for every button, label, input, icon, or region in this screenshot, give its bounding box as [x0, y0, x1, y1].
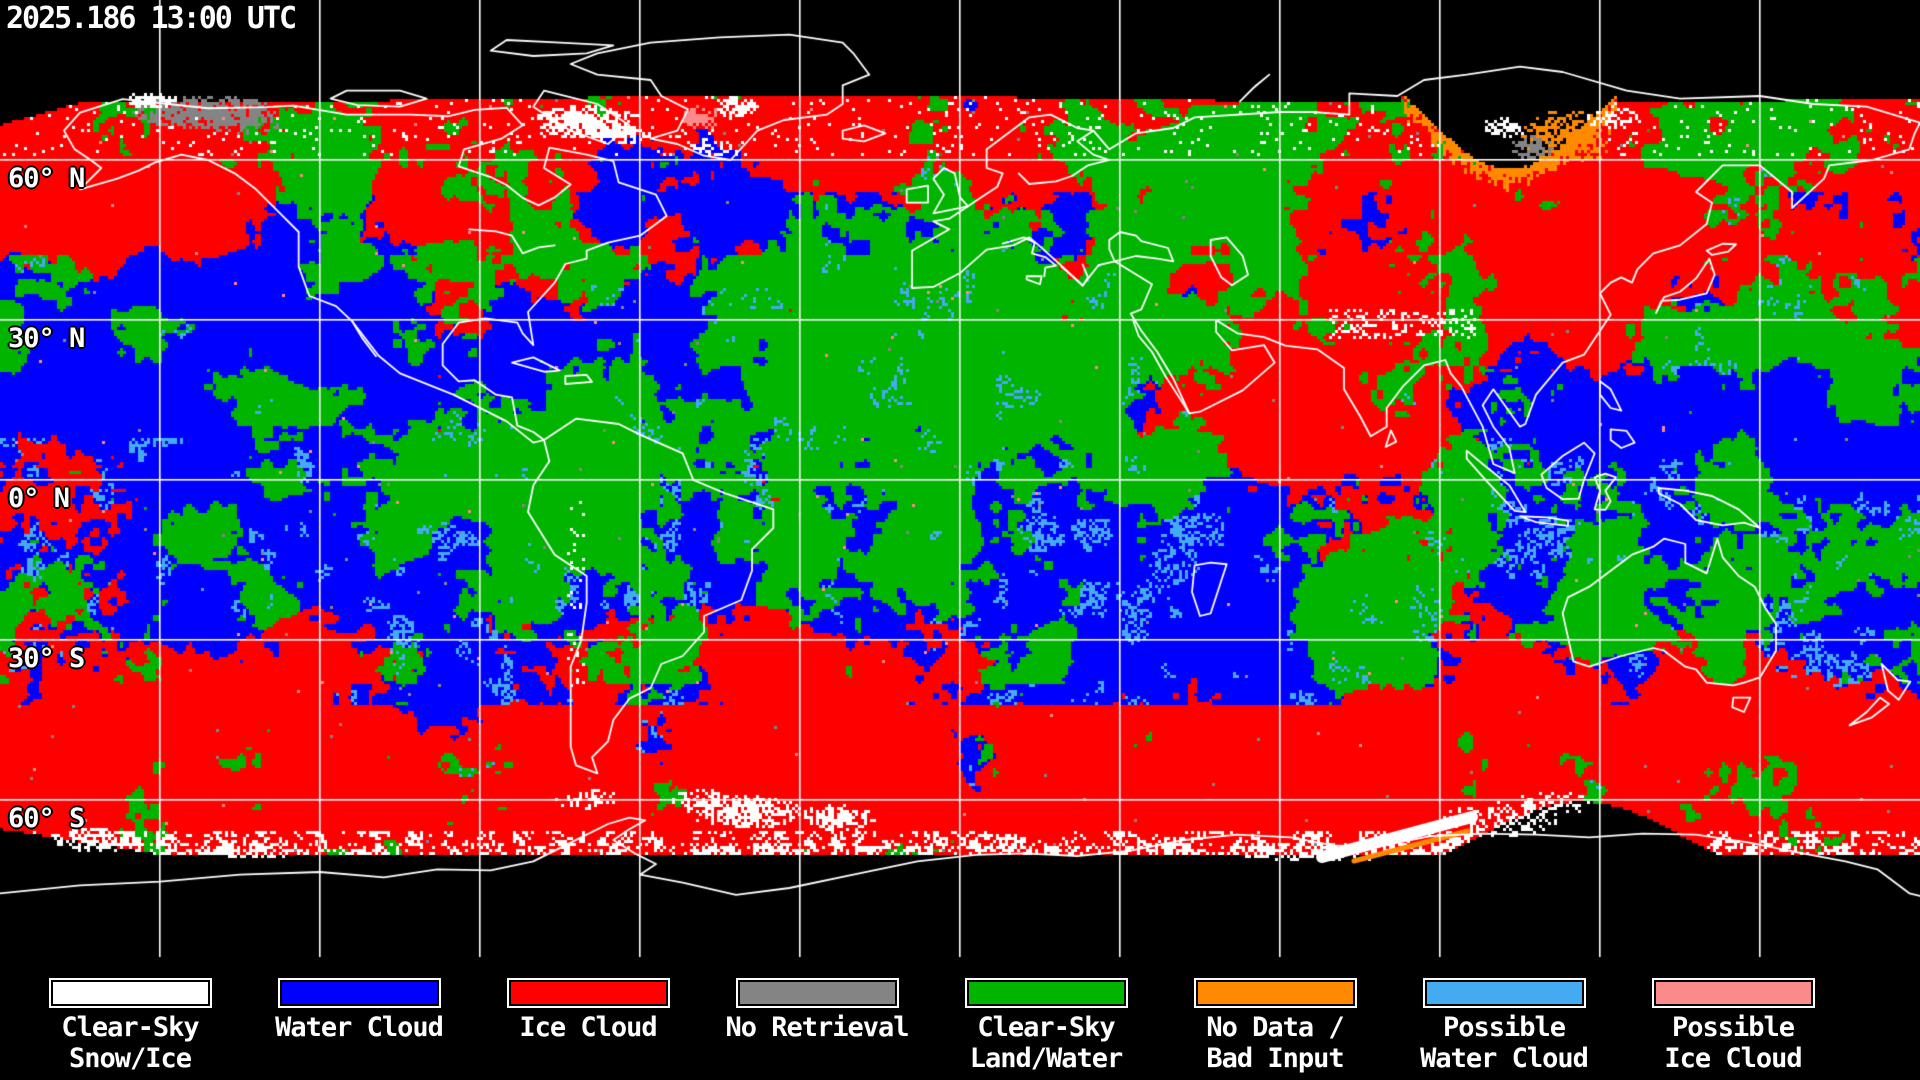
legend-item-clear_sky_land_water: Clear-Sky Land/Water [932, 960, 1160, 1080]
legend-swatch-possible_ice_cloud [1651, 978, 1815, 1008]
legend-label-clear_sky_snow_ice: Clear-Sky Snow/Ice [61, 1012, 199, 1074]
latitude-label-30n: 30° N [8, 323, 85, 354]
latitude-label-0n: 0° N [8, 483, 70, 514]
legend-swatch-no_retrieval [735, 978, 899, 1008]
cloud-phase-map-canvas [0, 0, 1920, 960]
legend-label-no_data_bad_input: No Data / Bad Input [1206, 1012, 1344, 1074]
legend-swatch-ice_cloud [506, 978, 670, 1008]
legend-swatch-possible_water_cloud [1422, 978, 1586, 1008]
latitude-label-30s: 30° S [8, 643, 85, 674]
legend-label-possible_water_cloud: Possible Water Cloud [1420, 1012, 1589, 1074]
legend-label-possible_ice_cloud: Possible Ice Cloud [1664, 1012, 1802, 1074]
legend-item-no_retrieval: No Retrieval [703, 960, 931, 1080]
legend: Clear-Sky Snow/Ice Water Cloud Ice Cloud No… [0, 960, 1920, 1080]
legend-item-possible_ice_cloud: Possible Ice Cloud [1619, 960, 1847, 1080]
timestamp-label: 2025.186 13:00 UTC [6, 1, 297, 36]
latitude-label-60s: 60° S [8, 803, 85, 834]
legend-item-ice_cloud: Ice Cloud [474, 960, 702, 1080]
legend-swatch-clear_sky_land_water [964, 978, 1128, 1008]
legend-label-ice_cloud: Ice Cloud [519, 1012, 657, 1043]
legend-label-clear_sky_land_water: Clear-Sky Land/Water [969, 1012, 1124, 1074]
legend-item-clear_sky_snow_ice: Clear-Sky Snow/Ice [16, 960, 244, 1080]
legend-label-no_retrieval: No Retrieval [725, 1012, 909, 1043]
legend-item-water_cloud: Water Cloud [245, 960, 473, 1080]
latitude-label-60n: 60° N [8, 163, 85, 194]
legend-swatch-no_data_bad_input [1193, 978, 1357, 1008]
legend-label-water_cloud: Water Cloud [275, 1012, 444, 1043]
legend-swatch-water_cloud [277, 978, 441, 1008]
legend-item-no_data_bad_input: No Data / Bad Input [1161, 960, 1389, 1080]
legend-item-possible_water_cloud: Possible Water Cloud [1390, 960, 1618, 1080]
legend-swatch-clear_sky_snow_ice [48, 978, 212, 1008]
